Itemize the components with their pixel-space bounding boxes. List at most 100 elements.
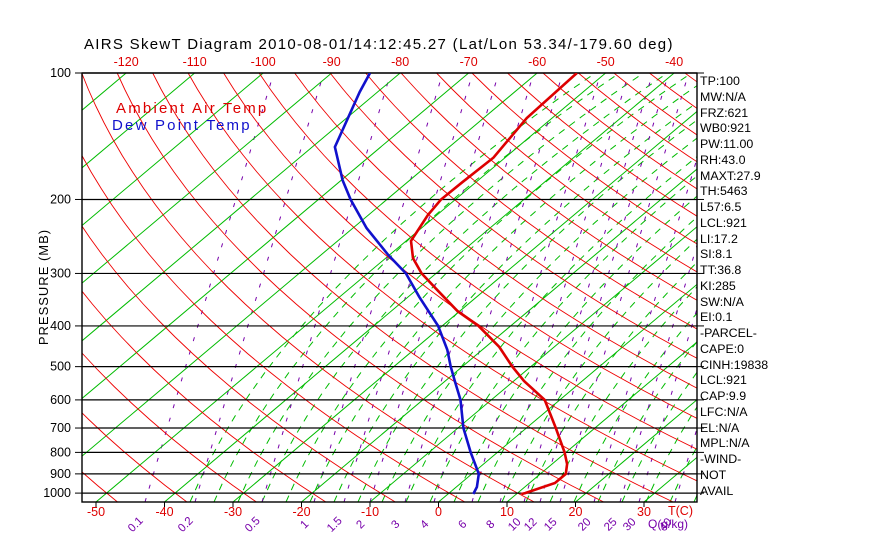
mixing-ratio-tick-label: 12	[522, 516, 540, 534]
parameter-panel: TP:100 MW:N/A FRZ:621 WB0:921 PW:11.00 RH:43.…	[700, 74, 768, 499]
dry-adiabat-line	[82, 412, 188, 502]
pressure-tick-label: 800	[50, 445, 71, 459]
mixing-ratio-tick-label: 25	[602, 516, 620, 534]
dry-adiabat-line	[82, 225, 396, 502]
pressure-tick-label: 1000	[43, 486, 71, 500]
mixing-ratio-tick-label: 0.2	[176, 515, 196, 535]
moist-adiabat-line	[189, 73, 596, 502]
parameter-item: WB0:921	[700, 121, 751, 136]
moist-adiabat-line	[573, 312, 697, 502]
parameter-item: PW:11.00	[700, 137, 754, 151]
mixing-ratio-line	[144, 73, 275, 502]
dry-adiabat-line	[542, 73, 697, 190]
top-temp-tick-label: -120	[114, 55, 139, 69]
moist-adiabat-line	[381, 137, 697, 502]
mixing-ratio-line	[499, 73, 630, 502]
moist-adiabat-line	[237, 73, 644, 502]
top-temp-tick-label: -40	[665, 55, 683, 69]
mixing-ratio-tick-label: 3	[389, 518, 402, 531]
parameter-item: AVAIL	[700, 483, 734, 498]
pressure-tick-label: 500	[50, 360, 71, 374]
pressure-tick-label: 100	[50, 66, 71, 80]
pressure-tick-label: 300	[50, 266, 71, 280]
moist-adiabat-line	[501, 238, 697, 502]
pressure-tick-label: 700	[50, 421, 71, 435]
parameter-item: MW:N/A	[700, 89, 746, 104]
mixing-ratio-line	[471, 73, 602, 502]
dry-adiabat-line	[82, 471, 118, 502]
dry-adiabat-line	[436, 73, 697, 273]
dry-adiabat-line	[82, 290, 327, 502]
moist-adiabat-line	[405, 156, 697, 502]
top-temp-tick-label: -50	[597, 55, 615, 69]
dry-adiabat-line	[82, 154, 466, 502]
parameter-item: EL:N/A	[700, 420, 740, 435]
mixing-ratio-tick-label: 30	[621, 516, 639, 534]
top-temp-tick-label: -70	[460, 55, 478, 69]
moist-adiabat-line	[525, 261, 697, 502]
mixing-ratio-line	[261, 73, 392, 502]
parameter-item: MAXT:27.9	[700, 168, 761, 183]
moist-adiabat-line	[645, 406, 697, 502]
bottom-temp-tick-label: 30	[637, 505, 651, 519]
pressure-axis-label: PRESSURE (MB)	[36, 228, 51, 346]
bottom-temp-tick-label: -20	[292, 505, 310, 519]
isotherm-line	[232, 110, 697, 502]
dry-adiabat-line	[258, 73, 697, 419]
isotherm-line	[369, 226, 697, 502]
moist-adiabats	[189, 73, 697, 502]
mixing-unit-label: Q(g/kg)	[648, 517, 689, 531]
parameter-item: SI:8.1	[700, 247, 733, 262]
pressure-tick-label: 400	[50, 319, 71, 333]
parameter-item: SW:N/A	[700, 294, 744, 309]
isotherm-line	[95, 73, 606, 502]
dry-adiabat-line	[187, 73, 697, 482]
isotherm-line	[82, 73, 469, 400]
parameter-item: LFC:N/A	[700, 404, 748, 419]
isotherm-line	[82, 73, 264, 227]
dry-adiabat-line	[116, 73, 604, 502]
dry-adiabat-line	[223, 73, 697, 450]
moist-adiabat-line	[357, 119, 697, 502]
isotherm-line	[82, 73, 401, 342]
isotherm-line	[438, 283, 697, 502]
bottom-temp-tick-label: -10	[361, 505, 379, 519]
isotherm-line	[82, 73, 332, 284]
isotherm-line	[164, 73, 675, 502]
parameter-item: TP:100	[700, 74, 740, 88]
moist-adiabat-line	[597, 340, 697, 502]
mixing-ratio-tick-label: 4	[418, 518, 431, 531]
dry-adiabat-line	[329, 73, 697, 359]
parameter-item: FRZ:621	[700, 105, 749, 120]
dry-adiabat-line	[82, 73, 535, 502]
parameter-item: -WIND-	[700, 452, 742, 466]
dry-adiabat-line	[471, 73, 697, 245]
mixing-ratio-tick-label: 1.5	[325, 515, 345, 535]
parameter-item: LCL:921	[700, 215, 747, 230]
top-temp-tick-label: -110	[183, 55, 207, 69]
mixing-ratio-tick-label: 6	[456, 518, 469, 531]
isotherms	[82, 73, 697, 502]
top-temp-tick-label: -100	[251, 55, 276, 69]
parameter-item: L57:6.5	[700, 200, 742, 214]
mixing-ratio-tick-label: 0.5	[243, 515, 263, 535]
legend-dew-point-temp: Dew Point Temp	[112, 117, 252, 134]
dry-adiabats	[82, 73, 697, 502]
mixing-ratio-tick-label: 2	[354, 518, 367, 531]
pressure-tick-label: 200	[50, 192, 71, 206]
parameter-item: -PARCEL-	[700, 326, 757, 340]
pressure-tick-label: 900	[50, 467, 71, 481]
mixing-ratio-tick-label: 8	[484, 518, 497, 531]
bottom-temp-tick-label: -30	[224, 505, 242, 519]
moist-adiabat-line	[333, 102, 697, 502]
bottom-temp-tick-label: 10	[500, 505, 514, 519]
isotherm-line	[506, 341, 697, 502]
isotherm-line	[301, 168, 697, 502]
dry-adiabat-line	[507, 73, 697, 217]
top-temp-axis: -120 -110 -100 -90 -80 -70 -60 -50 -40	[114, 55, 684, 69]
dry-adiabat-line	[400, 73, 697, 301]
top-temp-tick-label: -60	[528, 55, 546, 69]
